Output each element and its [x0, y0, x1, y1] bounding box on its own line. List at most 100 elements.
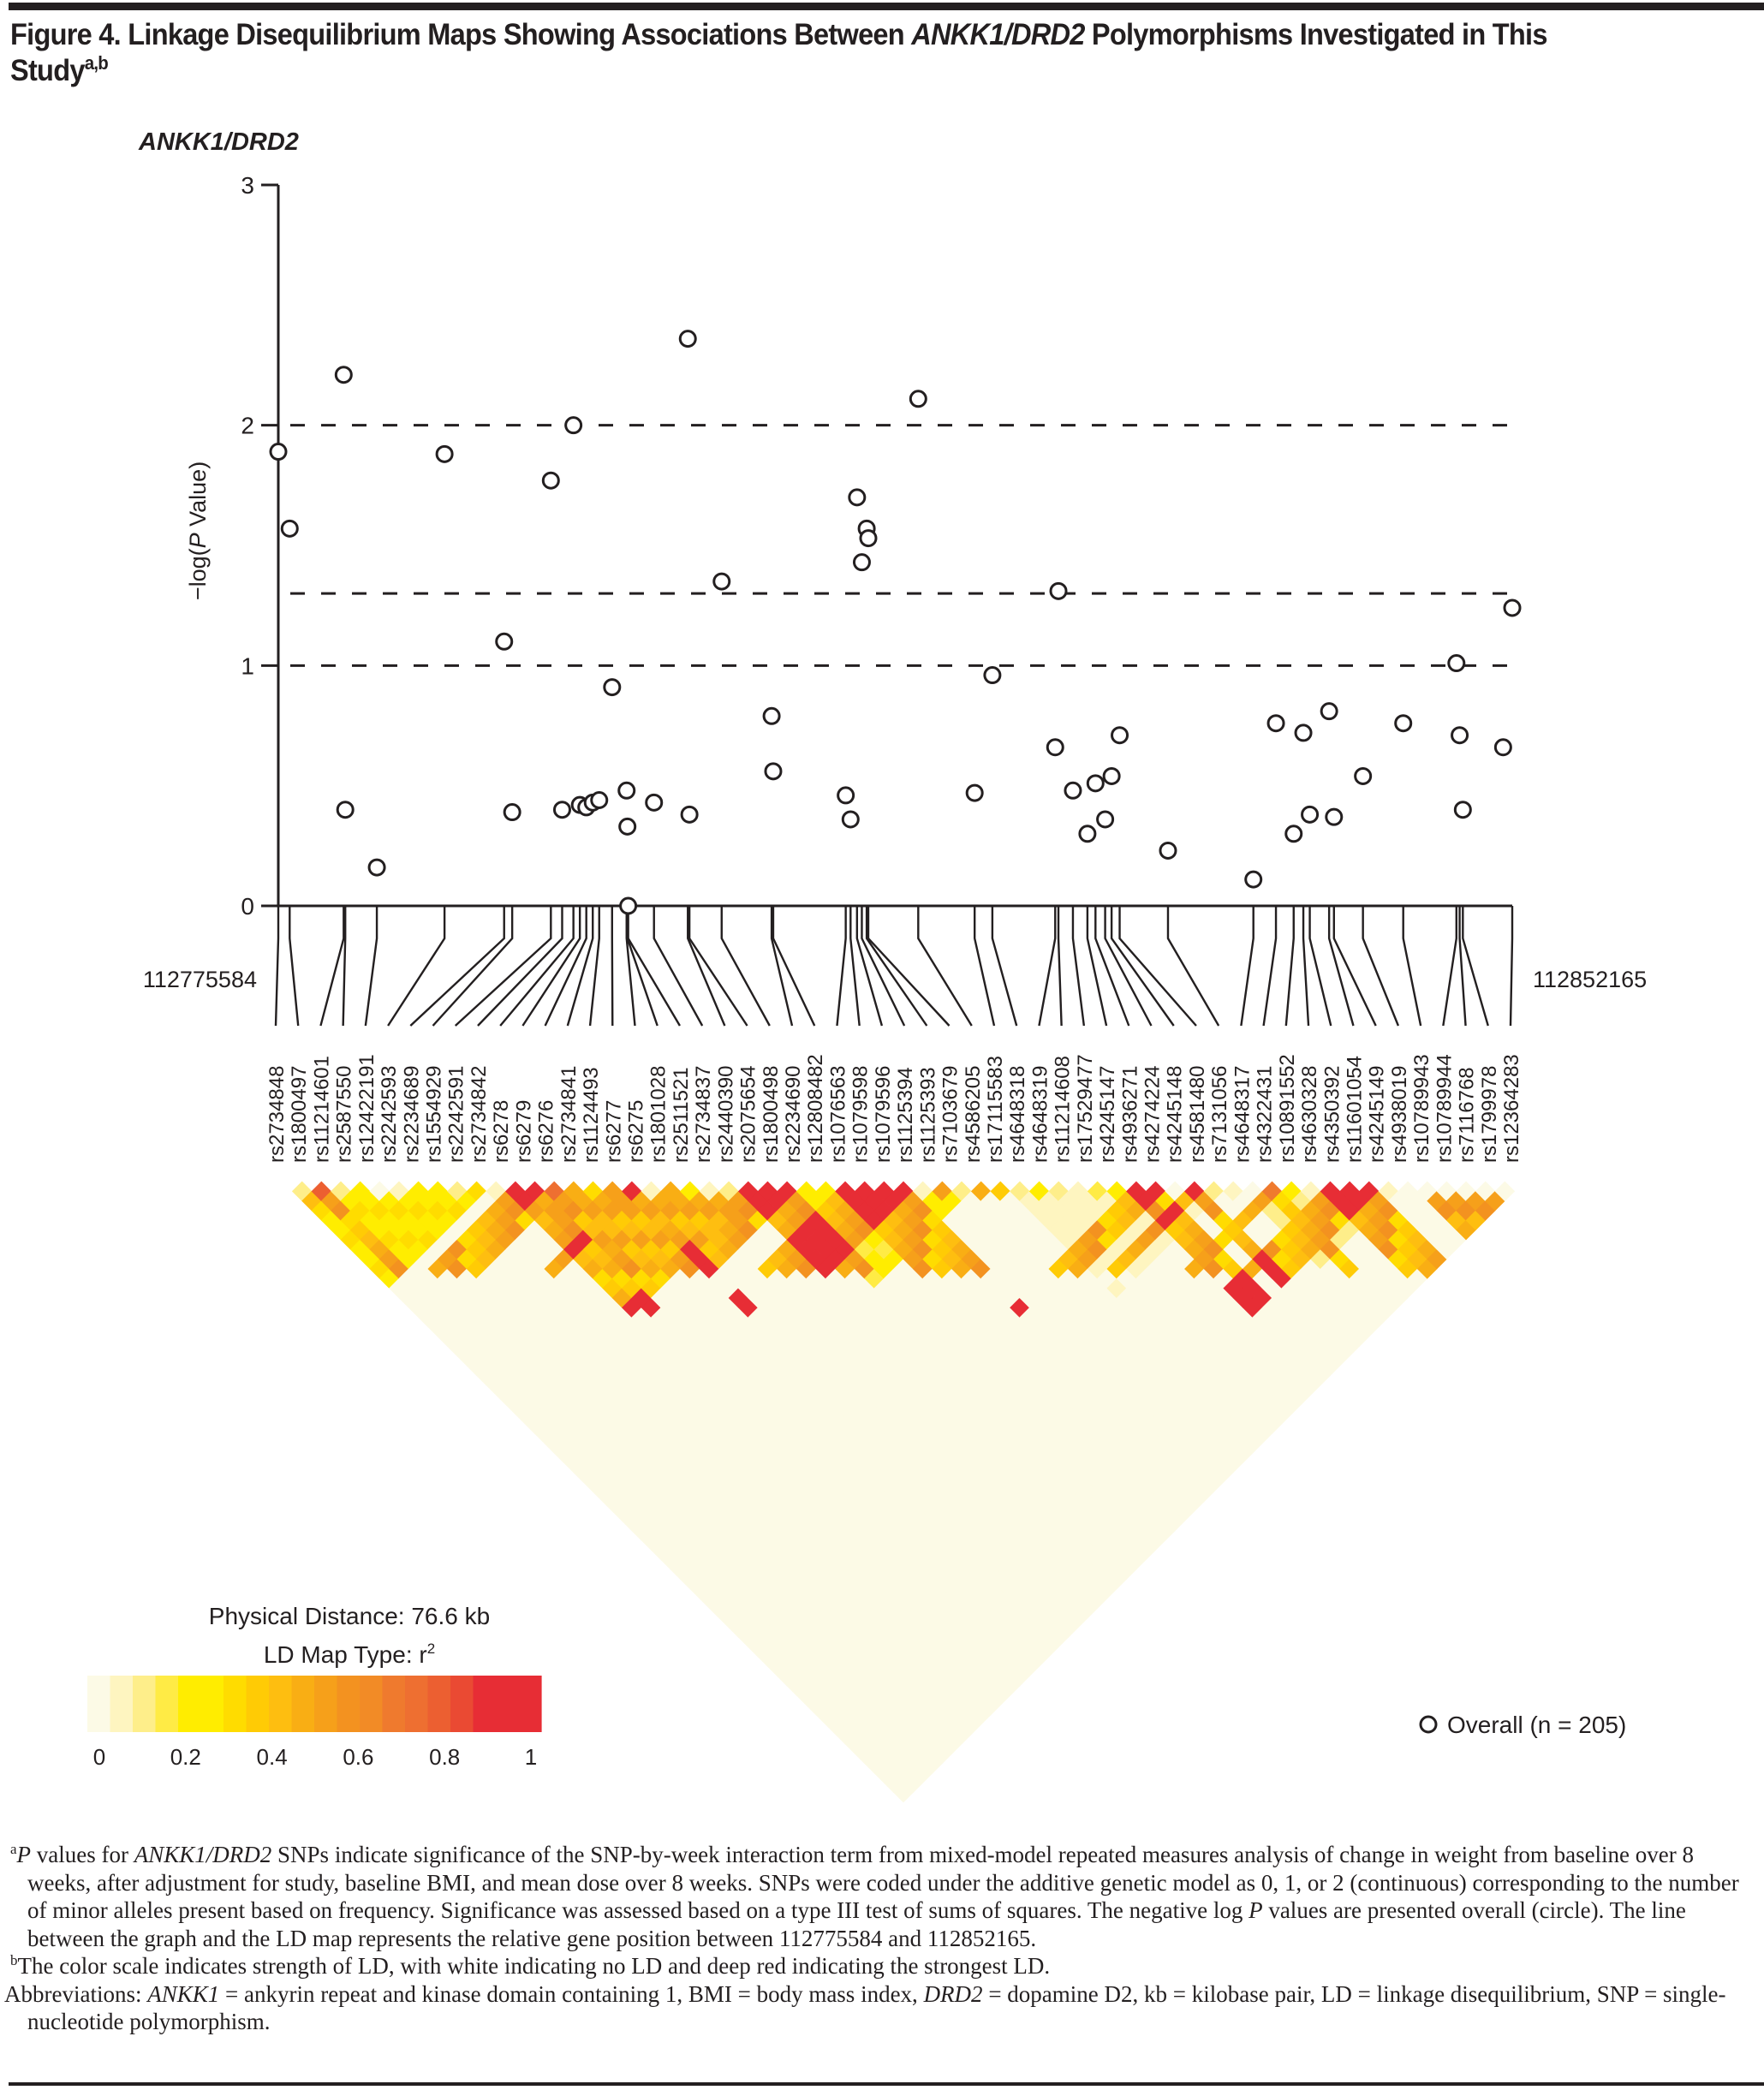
connector-line — [1284, 906, 1295, 1027]
data-point — [541, 471, 560, 490]
footnote-a-text2: SNPs indicate significance of the SNP-by… — [27, 1842, 1739, 1923]
snp-label: rs4630328 — [1298, 1066, 1321, 1163]
scale-tick-label: 0.4 — [257, 1744, 288, 1770]
connector-line — [1332, 906, 1377, 1027]
snp-label: rs11601054 — [1343, 1056, 1366, 1163]
data-point — [1049, 581, 1068, 600]
footnote-b-marker: b — [10, 1952, 18, 1968]
connector-line — [1094, 906, 1130, 1027]
scale-swatch — [427, 1676, 451, 1732]
ld-map-type-label: LD Map Type: r2 — [264, 1640, 435, 1668]
snp-label: rs2734842 — [468, 1066, 491, 1163]
snp-label: rs7116768 — [1456, 1067, 1479, 1163]
scale-swatch — [360, 1676, 384, 1732]
snp-label: rs2234689 — [400, 1066, 423, 1163]
data-point — [603, 678, 622, 697]
footnote-b-text: The color scale indicates strength of LD… — [17, 1953, 1051, 1979]
data-point — [1453, 801, 1472, 819]
snp-label: rs6276 — [535, 1100, 558, 1163]
connector-line — [499, 906, 575, 1027]
scale-swatch — [473, 1676, 497, 1732]
snp-label: rs4581480 — [1186, 1066, 1209, 1163]
data-point — [762, 706, 781, 725]
snp-label: rs4936271 — [1118, 1066, 1141, 1163]
snp-label: rs1124493 — [580, 1067, 603, 1163]
ld-cell — [1494, 1181, 1516, 1202]
data-point — [280, 519, 299, 538]
scale-swatch — [405, 1676, 429, 1732]
snp-label: rs10891552 — [1276, 1054, 1299, 1163]
data-point — [617, 781, 636, 800]
data-point — [367, 858, 386, 877]
snp-label: rs1799978 — [1478, 1066, 1501, 1163]
position-start-label: 112775584 — [143, 967, 257, 992]
data-point — [1078, 825, 1097, 843]
physical-distance-label: Physical Distance: 76.6 kb — [209, 1603, 490, 1629]
footnote-a-marker: a — [10, 1841, 17, 1857]
snp-label: rs2242593 — [378, 1066, 401, 1163]
scale-swatch — [450, 1676, 474, 1732]
data-point — [1320, 702, 1338, 721]
position-end-label: 112852165 — [1533, 967, 1647, 992]
snp-label: rs10789944 — [1433, 1054, 1456, 1163]
scale-swatch — [178, 1676, 202, 1732]
ylabel-suffix: Value) — [185, 461, 211, 533]
abbr-text1: = ankyrin repeat and kinase domain conta… — [219, 1980, 924, 2007]
data-point — [645, 793, 664, 812]
data-point — [1294, 723, 1313, 742]
data-point — [1046, 738, 1064, 757]
footnotes: aP values for ANKK1/DRD2 SNPs indicate s… — [2, 1841, 1757, 2036]
y-tick-label: 3 — [241, 172, 254, 199]
data-point — [1493, 738, 1512, 757]
snp-label: rs1125394 — [894, 1067, 917, 1163]
connector-line — [364, 906, 378, 1027]
data-point — [1284, 825, 1303, 843]
connector-line — [1071, 906, 1086, 1027]
map-type-prefix: LD Map Type: r — [264, 1641, 427, 1668]
snp-label: rs2242591 — [445, 1066, 468, 1163]
scale-swatch — [246, 1676, 270, 1732]
data-point — [764, 762, 783, 781]
connector-line — [1240, 906, 1254, 1027]
scale-swatch — [133, 1676, 157, 1732]
connector-line — [274, 906, 280, 1027]
connector-line — [1509, 906, 1514, 1027]
ylabel-italic: P — [185, 533, 211, 548]
legend-circle-icon — [1419, 1715, 1438, 1734]
connector-line — [917, 906, 973, 1027]
footnote-b: bThe color scale indicates strength of L… — [2, 1952, 1757, 1980]
connector-line — [387, 906, 446, 1027]
data-point — [909, 390, 927, 408]
data-point — [852, 553, 871, 572]
data-point — [837, 786, 855, 805]
snp-label: rs6275 — [624, 1100, 647, 1163]
scatter-axes: 0 1 2 3 — [241, 172, 1512, 920]
snp-label: rs1800497 — [288, 1066, 311, 1163]
abbr-drd2: DRD2 — [923, 1980, 983, 2007]
data-point — [1086, 774, 1105, 793]
connector-line — [544, 906, 587, 1027]
footnote-a-p: P — [16, 1842, 32, 1867]
connector-line — [1104, 906, 1153, 1027]
scale-tick-label: 0.2 — [170, 1744, 201, 1770]
connector-line — [588, 906, 600, 1027]
connector-line — [1262, 906, 1278, 1027]
connector-line — [1458, 906, 1467, 1027]
data-point — [552, 801, 571, 819]
bottom-rule — [9, 2082, 1764, 2086]
connector-line — [770, 906, 794, 1027]
reference-lines — [290, 424, 1512, 667]
data-point — [435, 444, 454, 463]
data-point — [1244, 870, 1263, 889]
data-point — [1111, 726, 1129, 745]
scale-swatch — [382, 1676, 406, 1732]
connector-line — [720, 906, 771, 1027]
title-suffix: Polymorphisms Investigated in This Study — [10, 18, 1547, 87]
data-point — [1102, 766, 1121, 785]
scale-tick-label: 0.6 — [343, 1744, 373, 1770]
connector-line — [653, 906, 704, 1027]
connector-line — [454, 906, 552, 1027]
data-point — [1096, 810, 1115, 829]
connector-line — [1038, 906, 1057, 1027]
